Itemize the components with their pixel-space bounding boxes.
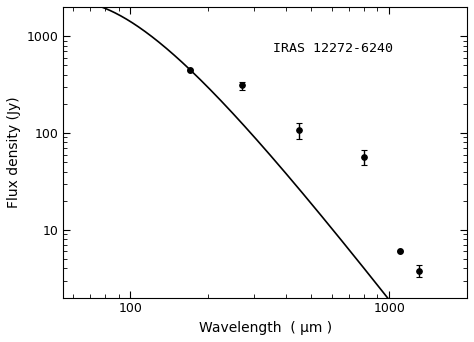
Y-axis label: Flux density (Jy): Flux density (Jy) [7,96,21,208]
Text: IRAS 12272-6240: IRAS 12272-6240 [273,42,393,55]
X-axis label: Wavelength  ( μm ): Wavelength ( μm ) [199,321,332,335]
